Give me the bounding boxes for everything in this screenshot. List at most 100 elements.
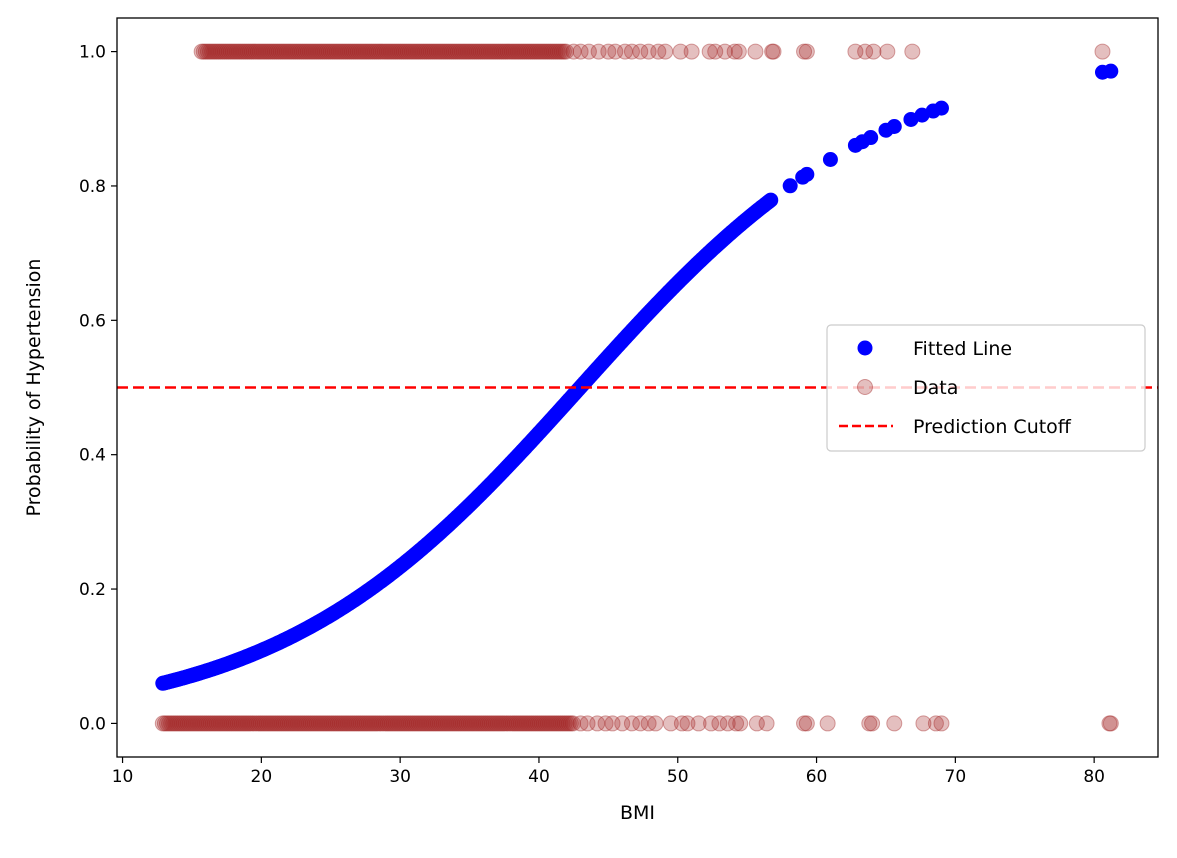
data-point	[396, 715, 413, 732]
data-point	[489, 43, 506, 60]
data-point	[304, 43, 321, 60]
data-point	[325, 715, 342, 732]
data-point	[381, 43, 398, 60]
data-point	[501, 43, 518, 60]
data-point	[243, 43, 260, 60]
data-point	[331, 715, 348, 732]
data-point	[369, 715, 386, 732]
data-point	[238, 715, 255, 732]
y-tick-label: 0.8	[79, 177, 106, 197]
legend-fitted-line-label: Fitted Line	[913, 338, 1012, 360]
data-point	[285, 715, 302, 732]
data-point	[177, 715, 194, 732]
data-point	[395, 43, 412, 60]
data-point	[304, 715, 321, 732]
data-point	[223, 715, 240, 732]
data-point	[552, 715, 569, 732]
data-point	[199, 43, 216, 60]
data-point	[554, 715, 571, 732]
data-point	[272, 43, 289, 60]
data-point	[301, 43, 318, 60]
data-point	[485, 715, 502, 732]
data-point	[233, 43, 250, 60]
data-point	[549, 43, 566, 60]
data-point	[231, 715, 248, 732]
data-point	[345, 43, 362, 60]
data-point	[437, 43, 454, 60]
data-point	[335, 43, 352, 60]
data-point	[604, 715, 621, 732]
data-point	[241, 43, 258, 60]
data-point	[308, 43, 325, 60]
fitted-point	[1103, 63, 1119, 79]
data-point	[456, 715, 473, 732]
data-point	[456, 43, 472, 60]
data-point	[470, 43, 487, 60]
data-point	[640, 43, 657, 60]
data-point	[269, 715, 286, 732]
data-point	[296, 715, 313, 732]
data-point	[348, 715, 365, 732]
x-tick-label: 70	[945, 767, 967, 787]
data-point	[262, 43, 279, 60]
data-point	[542, 715, 559, 732]
data-point	[548, 715, 565, 732]
x-axis-label: BMI	[620, 802, 655, 824]
data-point	[281, 43, 298, 60]
data-point	[217, 715, 234, 732]
data-point	[451, 43, 468, 60]
data-point	[186, 715, 203, 732]
data-point	[475, 715, 492, 732]
data-point	[650, 43, 667, 60]
data-point	[764, 43, 781, 60]
data-point	[165, 715, 182, 732]
data-point	[545, 43, 562, 60]
data-point	[478, 43, 495, 60]
y-tick-label: 0.4	[79, 446, 106, 466]
data-point	[471, 715, 488, 732]
data-point	[376, 43, 393, 60]
data-point	[252, 715, 269, 732]
data-point	[590, 43, 607, 60]
data-point	[226, 43, 243, 60]
y-tick-label: 1.0	[79, 43, 106, 63]
data-point	[414, 43, 431, 60]
data-point	[258, 43, 275, 60]
data-point	[277, 715, 294, 732]
data-point	[289, 43, 306, 60]
data-point	[200, 715, 217, 732]
data-point	[292, 715, 309, 732]
data-point	[227, 715, 244, 732]
data-point	[640, 715, 657, 732]
data-point	[732, 715, 749, 732]
legend-data-label: Data	[913, 377, 958, 399]
data-point	[254, 43, 271, 60]
data-point	[275, 715, 292, 732]
data-point	[523, 715, 540, 732]
legend: Fitted Line Data Prediction Cutoff	[826, 324, 1146, 452]
data-point	[465, 715, 482, 732]
data-point	[796, 43, 813, 60]
x-tick-label: 80	[1083, 767, 1105, 787]
data-point	[480, 43, 497, 60]
data-point	[163, 715, 180, 732]
data-point	[547, 43, 564, 60]
data-point	[496, 715, 513, 732]
data-point	[363, 715, 380, 732]
data-point	[424, 43, 441, 60]
data-point	[410, 715, 427, 732]
data-point	[364, 43, 381, 60]
data-point	[313, 715, 330, 732]
data-point	[398, 715, 415, 732]
data-point	[181, 715, 198, 732]
data-point	[276, 43, 293, 60]
data-point	[283, 43, 300, 60]
data-point	[410, 43, 427, 60]
data-point	[287, 43, 304, 60]
data-point	[479, 715, 496, 732]
data-point	[229, 715, 246, 732]
data-point	[435, 715, 452, 732]
data-point	[381, 715, 398, 732]
data-point	[447, 43, 464, 60]
data-point	[535, 715, 552, 732]
